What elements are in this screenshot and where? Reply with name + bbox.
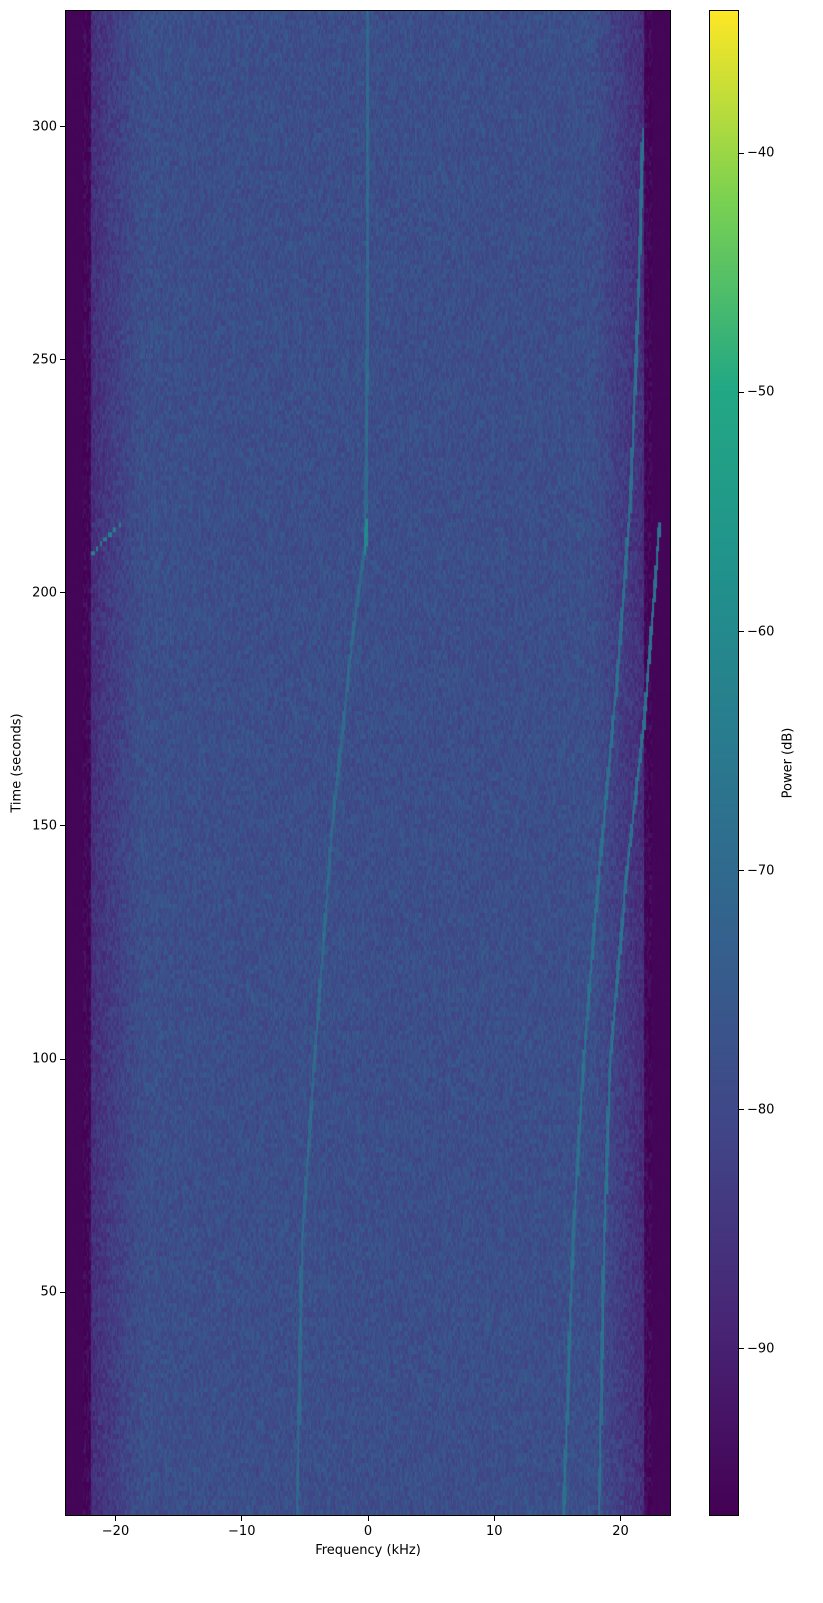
spectrogram-plot-area bbox=[65, 10, 671, 1516]
x-tick-label: 10 bbox=[485, 1524, 503, 1539]
y-tick-mark bbox=[60, 1291, 65, 1293]
colorbar-tick-mark bbox=[739, 631, 744, 633]
y-tick-label: 250 bbox=[32, 352, 57, 368]
y-axis-label: Time (seconds) bbox=[9, 713, 25, 813]
colorbar-tick-mark bbox=[739, 391, 744, 393]
x-tick-mark bbox=[620, 1516, 621, 1521]
y-tick-mark bbox=[60, 592, 65, 594]
colorbar-gradient bbox=[710, 11, 738, 1515]
colorbar-tick-label: −90 bbox=[747, 1341, 775, 1357]
x-tick-mark bbox=[367, 1516, 369, 1521]
colorbar-tick-mark bbox=[739, 1348, 744, 1350]
colorbar-tick-label: −70 bbox=[747, 863, 775, 879]
y-tick-mark bbox=[60, 825, 65, 827]
x-tick-label: −20 bbox=[101, 1524, 130, 1539]
colorbar-tick-mark bbox=[739, 152, 744, 154]
colorbar-label: Power (dB) bbox=[780, 727, 796, 799]
y-tick-mark bbox=[60, 1058, 65, 1060]
spectrogram-heatmap bbox=[66, 11, 670, 1515]
x-tick-mark bbox=[493, 1516, 495, 1521]
x-axis-label: Frequency (kHz) bbox=[315, 1543, 421, 1558]
x-tick-mark bbox=[115, 1516, 116, 1521]
colorbar-tick-label: −80 bbox=[747, 1102, 775, 1118]
colorbar-tick-label: −60 bbox=[747, 624, 775, 640]
y-tick-label: 200 bbox=[32, 585, 57, 601]
x-tick-mark bbox=[241, 1516, 243, 1521]
y-tick-mark bbox=[60, 126, 65, 128]
y-tick-label: 100 bbox=[32, 1051, 57, 1067]
y-tick-label: 50 bbox=[40, 1284, 57, 1300]
x-tick-label: 20 bbox=[612, 1524, 629, 1539]
colorbar-tick-label: −40 bbox=[747, 145, 775, 161]
colorbar-tick-label: −50 bbox=[747, 384, 775, 400]
x-tick-label: 0 bbox=[363, 1524, 373, 1539]
y-tick-mark bbox=[60, 359, 65, 361]
y-tick-label: 300 bbox=[32, 119, 57, 135]
y-tick-label: 150 bbox=[32, 818, 57, 834]
colorbar bbox=[709, 10, 739, 1516]
colorbar-tick-mark bbox=[739, 1109, 744, 1111]
x-tick-label: −10 bbox=[228, 1524, 256, 1539]
colorbar-tick-mark bbox=[739, 870, 744, 872]
